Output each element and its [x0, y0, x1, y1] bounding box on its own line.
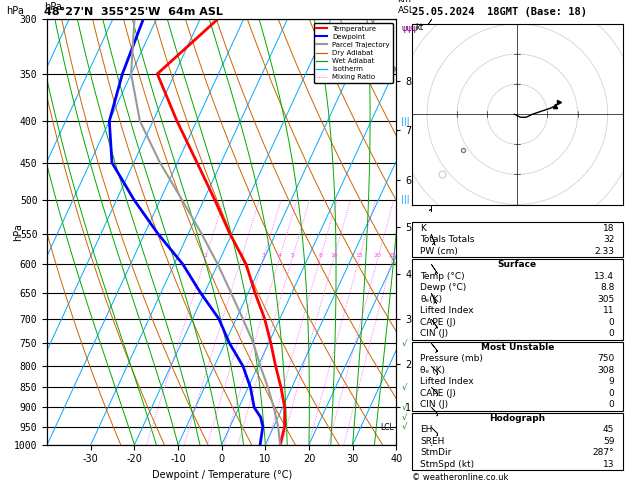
Text: 8: 8 — [318, 253, 322, 259]
Text: 0: 0 — [608, 329, 615, 338]
Text: SREH: SREH — [420, 437, 445, 446]
Text: 59: 59 — [603, 437, 615, 446]
Text: 4: 4 — [277, 253, 281, 259]
Text: 750: 750 — [597, 354, 615, 363]
Text: 45: 45 — [603, 425, 615, 434]
Text: 13.4: 13.4 — [594, 272, 615, 281]
Text: hPa: hPa — [44, 2, 62, 12]
Text: √: √ — [401, 383, 407, 392]
Text: 0: 0 — [608, 318, 615, 327]
Text: CAPE (J): CAPE (J) — [420, 389, 456, 398]
Text: Most Unstable: Most Unstable — [481, 343, 554, 352]
Text: 305: 305 — [597, 295, 615, 304]
Text: 2: 2 — [239, 253, 243, 259]
Text: 48°27'N  355°25'W  64m ASL: 48°27'N 355°25'W 64m ASL — [44, 7, 223, 17]
Text: © weatheronline.co.uk: © weatheronline.co.uk — [412, 473, 508, 482]
Text: 8.8: 8.8 — [600, 283, 615, 292]
Text: 13: 13 — [603, 460, 615, 469]
Text: 2.33: 2.33 — [594, 247, 615, 256]
Text: 10: 10 — [330, 253, 338, 259]
Text: √: √ — [401, 413, 407, 422]
Text: 25.05.2024  18GMT (Base: 18): 25.05.2024 18GMT (Base: 18) — [412, 7, 587, 17]
Text: Totals Totals: Totals Totals — [420, 235, 475, 244]
Text: CIN (J): CIN (J) — [420, 329, 448, 338]
Text: CIN (J): CIN (J) — [420, 400, 448, 409]
Text: km
ASL: km ASL — [398, 0, 415, 15]
Text: 287°: 287° — [593, 448, 615, 457]
Text: Pressure (mb): Pressure (mb) — [420, 354, 483, 363]
Text: hPa: hPa — [6, 5, 24, 16]
Text: Dewp (°C): Dewp (°C) — [420, 283, 467, 292]
Text: 20: 20 — [374, 253, 382, 259]
Text: 308: 308 — [597, 366, 615, 375]
Text: √: √ — [401, 422, 407, 431]
Text: 0: 0 — [608, 400, 615, 409]
Text: StmSpd (kt): StmSpd (kt) — [420, 460, 474, 469]
Text: 18: 18 — [603, 224, 615, 233]
Text: K: K — [420, 224, 426, 233]
Text: Lifted Index: Lifted Index — [420, 306, 474, 315]
Text: |||: ||| — [401, 195, 410, 205]
Legend: Temperature, Dewpoint, Parcel Trajectory, Dry Adiabat, Wet Adiabat, Isotherm, Mi: Temperature, Dewpoint, Parcel Trajectory… — [314, 23, 392, 83]
Text: 15: 15 — [355, 253, 363, 259]
Text: 11: 11 — [603, 306, 615, 315]
Text: EH: EH — [420, 425, 433, 434]
Text: StmDir: StmDir — [420, 448, 452, 457]
Text: Lifted Index: Lifted Index — [420, 377, 474, 386]
Text: θₑ(K): θₑ(K) — [420, 295, 443, 304]
Text: 3: 3 — [261, 253, 265, 259]
Text: |||: ||| — [401, 117, 410, 125]
Text: 0: 0 — [608, 389, 615, 398]
Text: 1: 1 — [203, 253, 208, 259]
Text: Hodograph: Hodograph — [489, 414, 545, 423]
Text: 9: 9 — [608, 377, 615, 386]
Text: 5: 5 — [291, 253, 294, 259]
Text: kt: kt — [415, 23, 423, 32]
Text: CAPE (J): CAPE (J) — [420, 318, 456, 327]
Text: PW (cm): PW (cm) — [420, 247, 459, 256]
Text: 32: 32 — [603, 235, 615, 244]
Text: 25: 25 — [389, 253, 396, 259]
Text: θₑ (K): θₑ (K) — [420, 366, 445, 375]
Text: √: √ — [401, 339, 407, 347]
Text: hPa: hPa — [13, 223, 23, 241]
Text: LCL: LCL — [381, 423, 394, 432]
Text: Surface: Surface — [498, 260, 537, 269]
Text: √: √ — [401, 403, 407, 412]
Text: ψψψ: ψψψ — [401, 24, 418, 34]
Text: Temp (°C): Temp (°C) — [420, 272, 465, 281]
X-axis label: Dewpoint / Temperature (°C): Dewpoint / Temperature (°C) — [152, 470, 292, 480]
